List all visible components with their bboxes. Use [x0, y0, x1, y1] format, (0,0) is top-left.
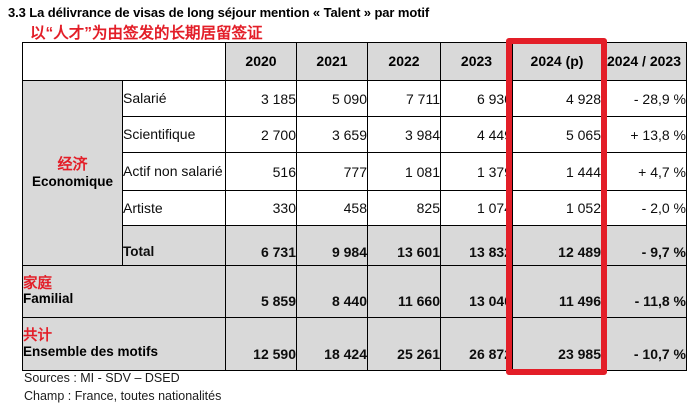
header-blank-cell	[22, 42, 226, 81]
cell-value: 330	[225, 190, 297, 226]
cell-ratio: + 4,7 %	[601, 152, 687, 191]
col-header-2020: 2020	[225, 42, 297, 81]
cell-ratio: - 9,7 %	[601, 225, 687, 266]
row-group-economique: 经济 Economique	[22, 80, 123, 266]
scope-note: Champ : France, toutes nationalités	[24, 389, 222, 403]
table-footnotes: Sources : MI - SDV – DSED Champ : France…	[24, 369, 221, 405]
cell-value: 18 424	[296, 317, 368, 371]
row-label-ensemble: 共计 Ensemble des motifs	[22, 317, 226, 371]
row-label-artiste: Artiste	[122, 190, 226, 226]
cell-value: 8 440	[296, 265, 368, 318]
cell-ratio: - 2,0 %	[601, 190, 687, 226]
cell-value: 458	[296, 190, 368, 226]
cell-value-2024p: 4 928	[512, 80, 602, 117]
table-row-total-economique: Total 6 731 9 984 13 601 13 832 12 489 -…	[23, 225, 687, 266]
table-row-familial: 家庭 Familial 5 859 8 440 11 660 13 040 11…	[22, 265, 687, 318]
cell-ratio: - 28,9 %	[601, 80, 687, 117]
table-row-salarie: 经济 Economique Salarié 3 185 5 090 7 711 …	[22, 80, 687, 266]
cell-value: 13 601	[367, 225, 441, 266]
cell-value: 2 700	[225, 116, 297, 153]
subtitle-chinese-annotation: 以“人才”为由签发的长期居留签证	[30, 25, 263, 42]
cell-value-2024p: 1 444	[512, 152, 602, 191]
cell-value-2024p: 12 489	[512, 225, 602, 266]
row-label-familial: 家庭 Familial	[22, 265, 226, 318]
table-row-scientifique: Scientifique 2 700 3 659 3 984 4 449 5 0…	[23, 116, 687, 153]
cell-value: 5 859	[225, 265, 297, 318]
row-label-total: Total	[122, 225, 226, 266]
cell-value: 3 185	[225, 80, 297, 117]
cell-value: 26 872	[440, 317, 513, 371]
table-header-row: 2020 2021 2022 2023 2024 (p) 2024 / 2023	[22, 42, 687, 81]
cell-value: 6 930	[440, 80, 513, 117]
col-header-2023: 2023	[440, 42, 513, 81]
cell-value: 25 261	[367, 317, 441, 371]
table-row-actif-non-salarie: Actif non salarié 516 777 1 081 1 379 1 …	[23, 152, 687, 191]
familial-label-chinese: 家庭	[23, 275, 53, 292]
cell-value-2024p: 5 065	[512, 116, 602, 153]
cell-ratio: + 13,8 %	[601, 116, 687, 153]
col-header-2024p: 2024 (p)	[512, 42, 602, 81]
cell-value: 1 379	[440, 152, 513, 191]
row-label-salarie: Salarié	[122, 80, 226, 117]
table-row-ensemble-des-motifs: 共计 Ensemble des motifs 12 590 18 424 25 …	[22, 317, 687, 371]
cell-value: 825	[367, 190, 441, 226]
group-label-french: Economique	[31, 173, 113, 189]
cell-value: 7 711	[367, 80, 441, 117]
cell-value: 13 832	[440, 225, 513, 266]
familial-label-french: Familial	[23, 291, 74, 307]
cell-value-2024p: 23 985	[512, 317, 602, 371]
cell-value-2024p: 1 052	[512, 190, 602, 226]
cell-value: 1 081	[367, 152, 441, 191]
cell-value: 13 040	[440, 265, 513, 318]
cell-ratio: - 10,7 %	[601, 317, 687, 371]
cell-value: 3 984	[367, 116, 441, 153]
cell-value: 11 660	[367, 265, 441, 318]
cell-value: 9 984	[296, 225, 368, 266]
col-header-2021: 2021	[296, 42, 368, 81]
source-note: Sources : MI - SDV – DSED	[24, 371, 180, 385]
row-label-actif-non-salarie: Actif non salarié	[122, 152, 226, 191]
cell-value: 12 590	[225, 317, 297, 371]
ensemble-label-french: Ensemble des motifs	[23, 343, 159, 359]
cell-value: 516	[225, 152, 297, 191]
cell-value: 1 074	[440, 190, 513, 226]
cell-value: 5 090	[296, 80, 368, 117]
row-label-scientifique: Scientifique	[122, 116, 226, 153]
col-header-ratio-2024-2023: 2024 / 2023	[601, 42, 687, 81]
visa-statistics-table: 2020 2021 2022 2023 2024 (p) 2024 / 2023…	[22, 42, 687, 371]
group-label-chinese: 经济	[57, 155, 88, 173]
cell-value-2024p: 11 496	[512, 265, 602, 318]
cell-value: 777	[296, 152, 368, 191]
cell-value: 6 731	[225, 225, 297, 266]
page-title: 3.3 La délivrance de visas de long séjou…	[8, 5, 430, 20]
ensemble-label-chinese: 共计	[23, 328, 53, 345]
cell-value: 3 659	[296, 116, 368, 153]
col-header-2022: 2022	[367, 42, 441, 81]
cell-ratio: - 11,8 %	[601, 265, 687, 318]
table-row-artiste: Artiste 330 458 825 1 074 1 052 - 2,0 %	[23, 190, 687, 226]
cell-value: 4 449	[440, 116, 513, 153]
